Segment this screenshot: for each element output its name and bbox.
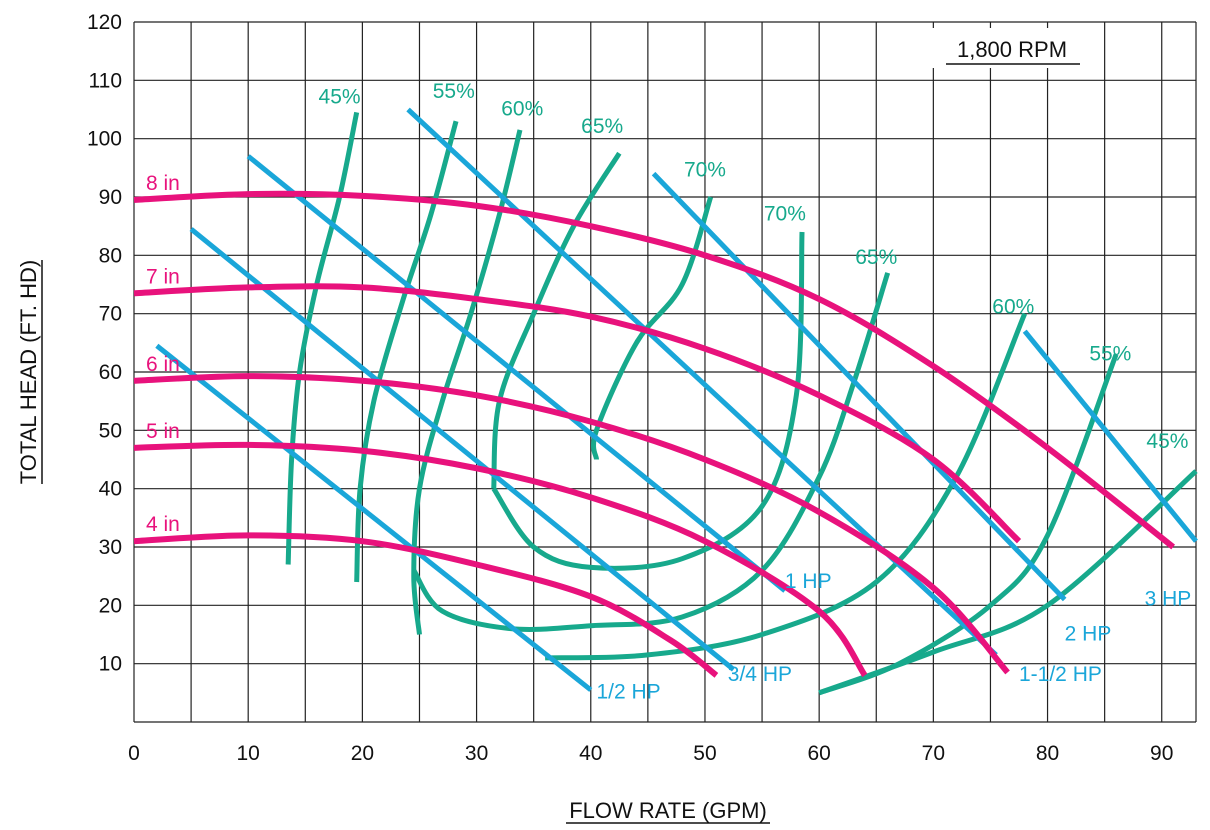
x-tick-label: 30	[465, 742, 488, 765]
x-tick-label: 60	[807, 742, 830, 765]
hp-line-2-hp	[651, 171, 1067, 602]
y-tick-label: 10	[99, 653, 122, 676]
rpm-annotation: 1,800 RPM	[930, 28, 1090, 68]
impeller-curve-6-in	[133, 373, 1010, 675]
efficiency-label-60pct: 60%	[992, 296, 1034, 319]
efficiency-label-55pct: 55%	[1089, 342, 1131, 365]
x-tick-label: 90	[1150, 742, 1173, 765]
efficiency-curves	[285, 111, 1198, 696]
hp-label-1-2-hp: 1/2 HP	[596, 681, 660, 704]
impeller-curves	[133, 190, 1176, 678]
efficiency-curve-70pct	[491, 231, 805, 571]
hp-line-1-hp	[246, 154, 787, 593]
efficiency-label-65pct: 65%	[855, 246, 897, 269]
hp-label-3-hp: 3 HP	[1145, 587, 1192, 610]
efficiency-label-55pct: 55%	[433, 80, 475, 103]
y-tick-label: 100	[87, 128, 122, 151]
tick-labels: 0 10 20 30 40 50 60 70 80 90 10 20 30 40 50 60 70 80 90 100…	[87, 11, 1173, 765]
efficiency-curve-65pct	[411, 272, 891, 633]
grid	[133, 21, 1197, 723]
y-tick-label: 40	[99, 478, 122, 501]
hp-label-3-4-hp: 3/4 HP	[728, 663, 792, 686]
hp-line-1-2-hp	[155, 343, 593, 692]
y-axis-label: TOTAL HEAD (FT. HD)	[16, 260, 41, 485]
y-tick-label: 80	[99, 244, 122, 267]
curve-labels: 8 in 7 in 6 in 5 in 4 in 45% 55% 60% 65% 70% 70% 65…	[146, 80, 1191, 704]
efficiency-label-45pct: 45%	[1146, 430, 1188, 453]
efficiency-curve-55pct	[354, 120, 459, 583]
y-tick-label: 50	[99, 419, 122, 442]
y-tick-label: 30	[99, 536, 122, 559]
efficiency-curve-65pct	[491, 151, 622, 489]
hp-label-1-1-2-hp: 1-1/2 HP	[1019, 663, 1102, 686]
x-axis-label: FLOW RATE (GPM)	[569, 798, 767, 823]
hp-label-2-hp: 2 HP	[1065, 622, 1112, 645]
efficiency-curve-60pct	[545, 312, 1028, 661]
impeller-label-4-in: 4 in	[146, 513, 180, 536]
x-tick-label: 80	[1036, 742, 1059, 765]
y-tick-label: 70	[99, 303, 122, 326]
x-tick-label: 70	[922, 742, 945, 765]
y-tick-label: 110	[89, 69, 122, 92]
efficiency-label-60pct: 60%	[501, 97, 543, 120]
efficiency-label-65pct: 65%	[581, 115, 623, 138]
y-tick-label: 120	[87, 11, 122, 34]
efficiency-curve-60pct	[411, 129, 523, 635]
x-tick-label: 20	[351, 742, 374, 765]
efficiency-curve-45pct	[818, 469, 1198, 696]
x-tick-label: 0	[128, 742, 140, 765]
y-tick-label: 60	[99, 361, 122, 384]
x-tick-label: 10	[237, 742, 260, 765]
efficiency-label-70pct: 70%	[684, 159, 726, 182]
impeller-label-6-in: 6 in	[146, 353, 180, 376]
impeller-curve-7-in	[133, 283, 1022, 544]
impeller-label-7-in: 7 in	[146, 265, 180, 288]
rpm-annotation-background	[930, 28, 1090, 68]
impeller-curve-8-in	[133, 190, 1176, 550]
efficiency-curve-45pct	[285, 111, 360, 565]
hp-line-3-4-hp	[189, 227, 736, 672]
y-tick-label: 90	[99, 186, 122, 209]
impeller-curve-4-in	[133, 532, 719, 678]
x-tick-label: 40	[579, 742, 602, 765]
efficiency-label-70pct: 70%	[764, 202, 806, 225]
impeller-label-8-in: 8 in	[146, 172, 180, 195]
efficiency-label-45pct: 45%	[319, 86, 361, 109]
horsepower-lines	[155, 107, 1198, 692]
y-tick-label: 20	[99, 594, 122, 617]
hp-label-1-hp: 1 HP	[785, 570, 832, 593]
impeller-label-5-in: 5 in	[146, 420, 180, 443]
rpm-annotation-text: 1,800 RPM	[957, 37, 1067, 62]
impeller-curve-5-in	[133, 441, 868, 678]
x-tick-label: 50	[693, 742, 716, 765]
hp-line-3-hp	[1022, 329, 1198, 543]
